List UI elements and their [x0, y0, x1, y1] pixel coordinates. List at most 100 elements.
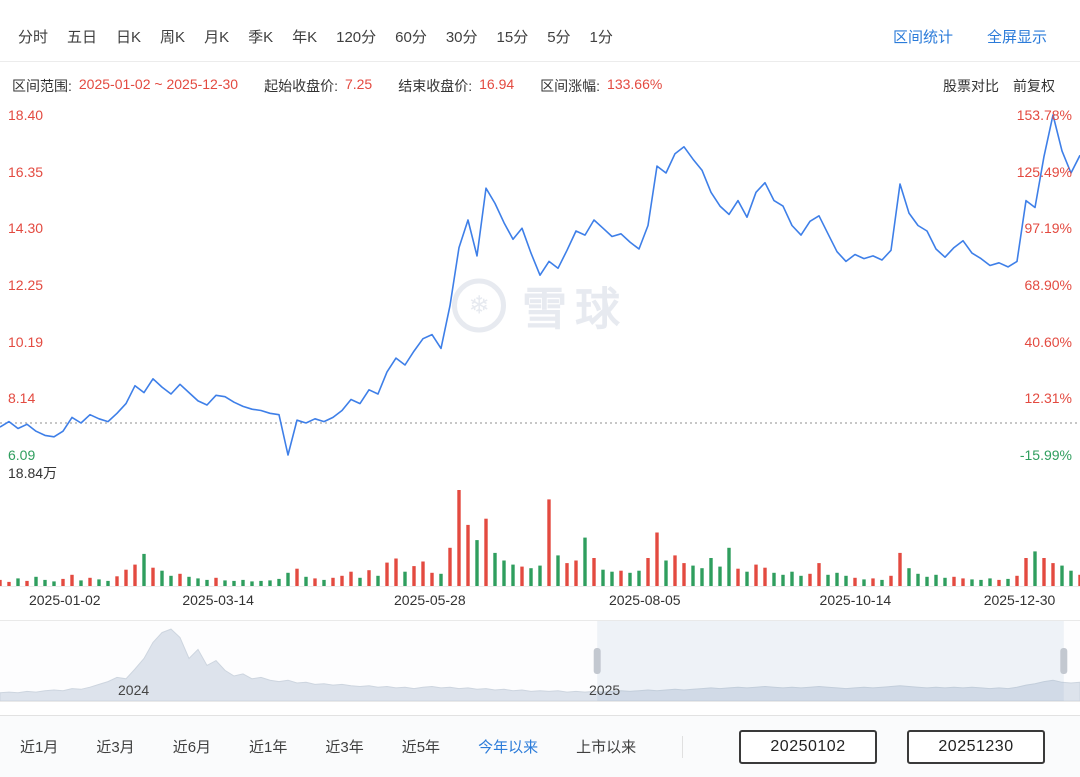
period-tab[interactable]: 五日: [67, 29, 98, 46]
period-tab[interactable]: 周K: [160, 29, 186, 46]
period-tab[interactable]: 年K: [292, 29, 318, 46]
range-1m[interactable]: 近1月: [20, 739, 59, 756]
end-date-input[interactable]: 20251230: [907, 729, 1045, 764]
volume-bar: [772, 572, 776, 586]
volume-bar: [718, 566, 722, 586]
period-tab[interactable]: 分时: [18, 29, 49, 46]
interval-change-label: 区间涨幅:: [540, 78, 601, 94]
volume-bar: [133, 564, 137, 586]
range-1y[interactable]: 近1年: [249, 739, 288, 756]
volume-max-label: 18.84万: [8, 465, 58, 481]
navigator-selection[interactable]: [597, 621, 1064, 701]
volume-bar: [556, 555, 560, 586]
volume-bar: [250, 581, 254, 586]
volume-bar: [277, 578, 281, 586]
volume-bar: [943, 577, 947, 586]
range-since-ipo[interactable]: 上市以来: [576, 739, 637, 756]
volume-chart-area[interactable]: [0, 485, 1080, 588]
volume-bar: [997, 579, 1001, 586]
range-3y[interactable]: 近3年: [325, 739, 364, 756]
timeline-navigator[interactable]: 2024 2025: [0, 620, 1080, 702]
volume-bar: [79, 580, 83, 586]
volume-bar: [781, 574, 785, 586]
volume-bar: [745, 571, 749, 586]
infobar-right: 股票对比 前复权: [943, 76, 1055, 96]
volume-bar: [916, 573, 920, 586]
volume-bar: [1051, 563, 1055, 586]
x-axis-label: 2025-03-14: [182, 592, 254, 608]
volume-bar: [466, 524, 470, 586]
fullscreen-link[interactable]: 全屏显示: [986, 29, 1047, 46]
volume-bar: [538, 565, 542, 586]
x-axis-label: 2025-05-28: [394, 592, 466, 608]
volume-bar: [475, 540, 479, 586]
volume-bar: [898, 552, 902, 586]
volume-bar: [529, 568, 533, 586]
end-close-label: 结束收盘价:: [398, 78, 473, 94]
volume-bar: [295, 568, 299, 586]
navigator-svg[interactable]: [0, 621, 1080, 701]
volume-bar: [358, 577, 362, 586]
volume-bar: [1060, 565, 1064, 586]
range-3m[interactable]: 近3月: [96, 739, 135, 756]
price-svg[interactable]: [0, 100, 1080, 460]
volume-bar: [385, 562, 389, 586]
volume-bar: [169, 575, 173, 586]
navigator-area: [0, 628, 1080, 701]
adjust-mode-button[interactable]: 前复权: [1013, 78, 1055, 94]
price-chart-area[interactable]: 18.40 16.35 14.30 12.25 10.19 8.14 6.09 …: [0, 100, 1080, 463]
navigator-handle-left[interactable]: [593, 648, 601, 674]
volume-bar: [988, 578, 992, 586]
volume-bar: [7, 581, 11, 586]
stock-compare-button[interactable]: 股票对比: [943, 78, 999, 94]
interval-stats-link[interactable]: 区间统计: [892, 29, 953, 46]
range-5y[interactable]: 近5年: [401, 739, 441, 756]
range-ytd[interactable]: 今年以来: [478, 739, 539, 756]
volume-bar: [709, 558, 713, 586]
start-close-value: 7.25: [344, 76, 373, 92]
period-tab[interactable]: 季K: [248, 29, 274, 46]
volume-bar: [223, 580, 227, 586]
start-date-input[interactable]: 20250102: [739, 729, 877, 764]
volume-svg[interactable]: [0, 485, 1080, 588]
volume-bar: [880, 579, 884, 586]
volume-bar: [1042, 558, 1046, 586]
period-tabs: 分时 五日 日K 周K 月K 季K 年K 120分 60分 30分 15分 5分…: [18, 26, 613, 47]
end-close-value: 16.94: [479, 76, 515, 92]
volume-bar: [25, 580, 29, 586]
period-tab[interactable]: 60分: [395, 29, 427, 46]
x-axis-label: 2025-10-14: [819, 592, 892, 608]
volume-bar: [673, 555, 677, 586]
volume-bar: [322, 579, 326, 586]
range-6m[interactable]: 近6月: [172, 739, 212, 756]
volume-bar: [511, 564, 515, 586]
volume-bar: [736, 568, 740, 586]
volume-bar: [655, 532, 659, 586]
interval-change: 区间涨幅: 133.66%: [540, 76, 662, 96]
period-tab[interactable]: 120分: [336, 29, 377, 46]
volume-bar: [646, 558, 650, 586]
volume-axis-row: 18.84万: [0, 460, 1080, 485]
period-tab[interactable]: 日K: [116, 29, 142, 46]
volume-bar: [700, 568, 704, 586]
volume-bar: [43, 579, 47, 586]
volume-bar: [178, 573, 182, 586]
volume-bar: [979, 579, 983, 586]
period-tab[interactable]: 5分: [547, 29, 571, 46]
volume-bar: [907, 568, 911, 586]
volume-bar: [610, 571, 614, 586]
x-axis: 2025-01-02 2025-03-14 2025-05-28 2025-08…: [0, 588, 1080, 612]
volume-bar: [70, 574, 74, 586]
volume-bar: [349, 571, 353, 586]
volume-bar: [664, 560, 668, 586]
volume-bar: [430, 572, 434, 586]
volume-bar: [574, 560, 578, 586]
volume-bar: [583, 537, 587, 586]
price-line: [0, 114, 1080, 456]
period-tab[interactable]: 1分: [589, 29, 613, 46]
navigator-handle-right[interactable]: [1060, 648, 1068, 674]
period-tab[interactable]: 月K: [204, 29, 230, 46]
period-tab[interactable]: 15分: [496, 29, 529, 46]
period-tab[interactable]: 30分: [445, 29, 478, 46]
volume-bar: [151, 567, 155, 586]
